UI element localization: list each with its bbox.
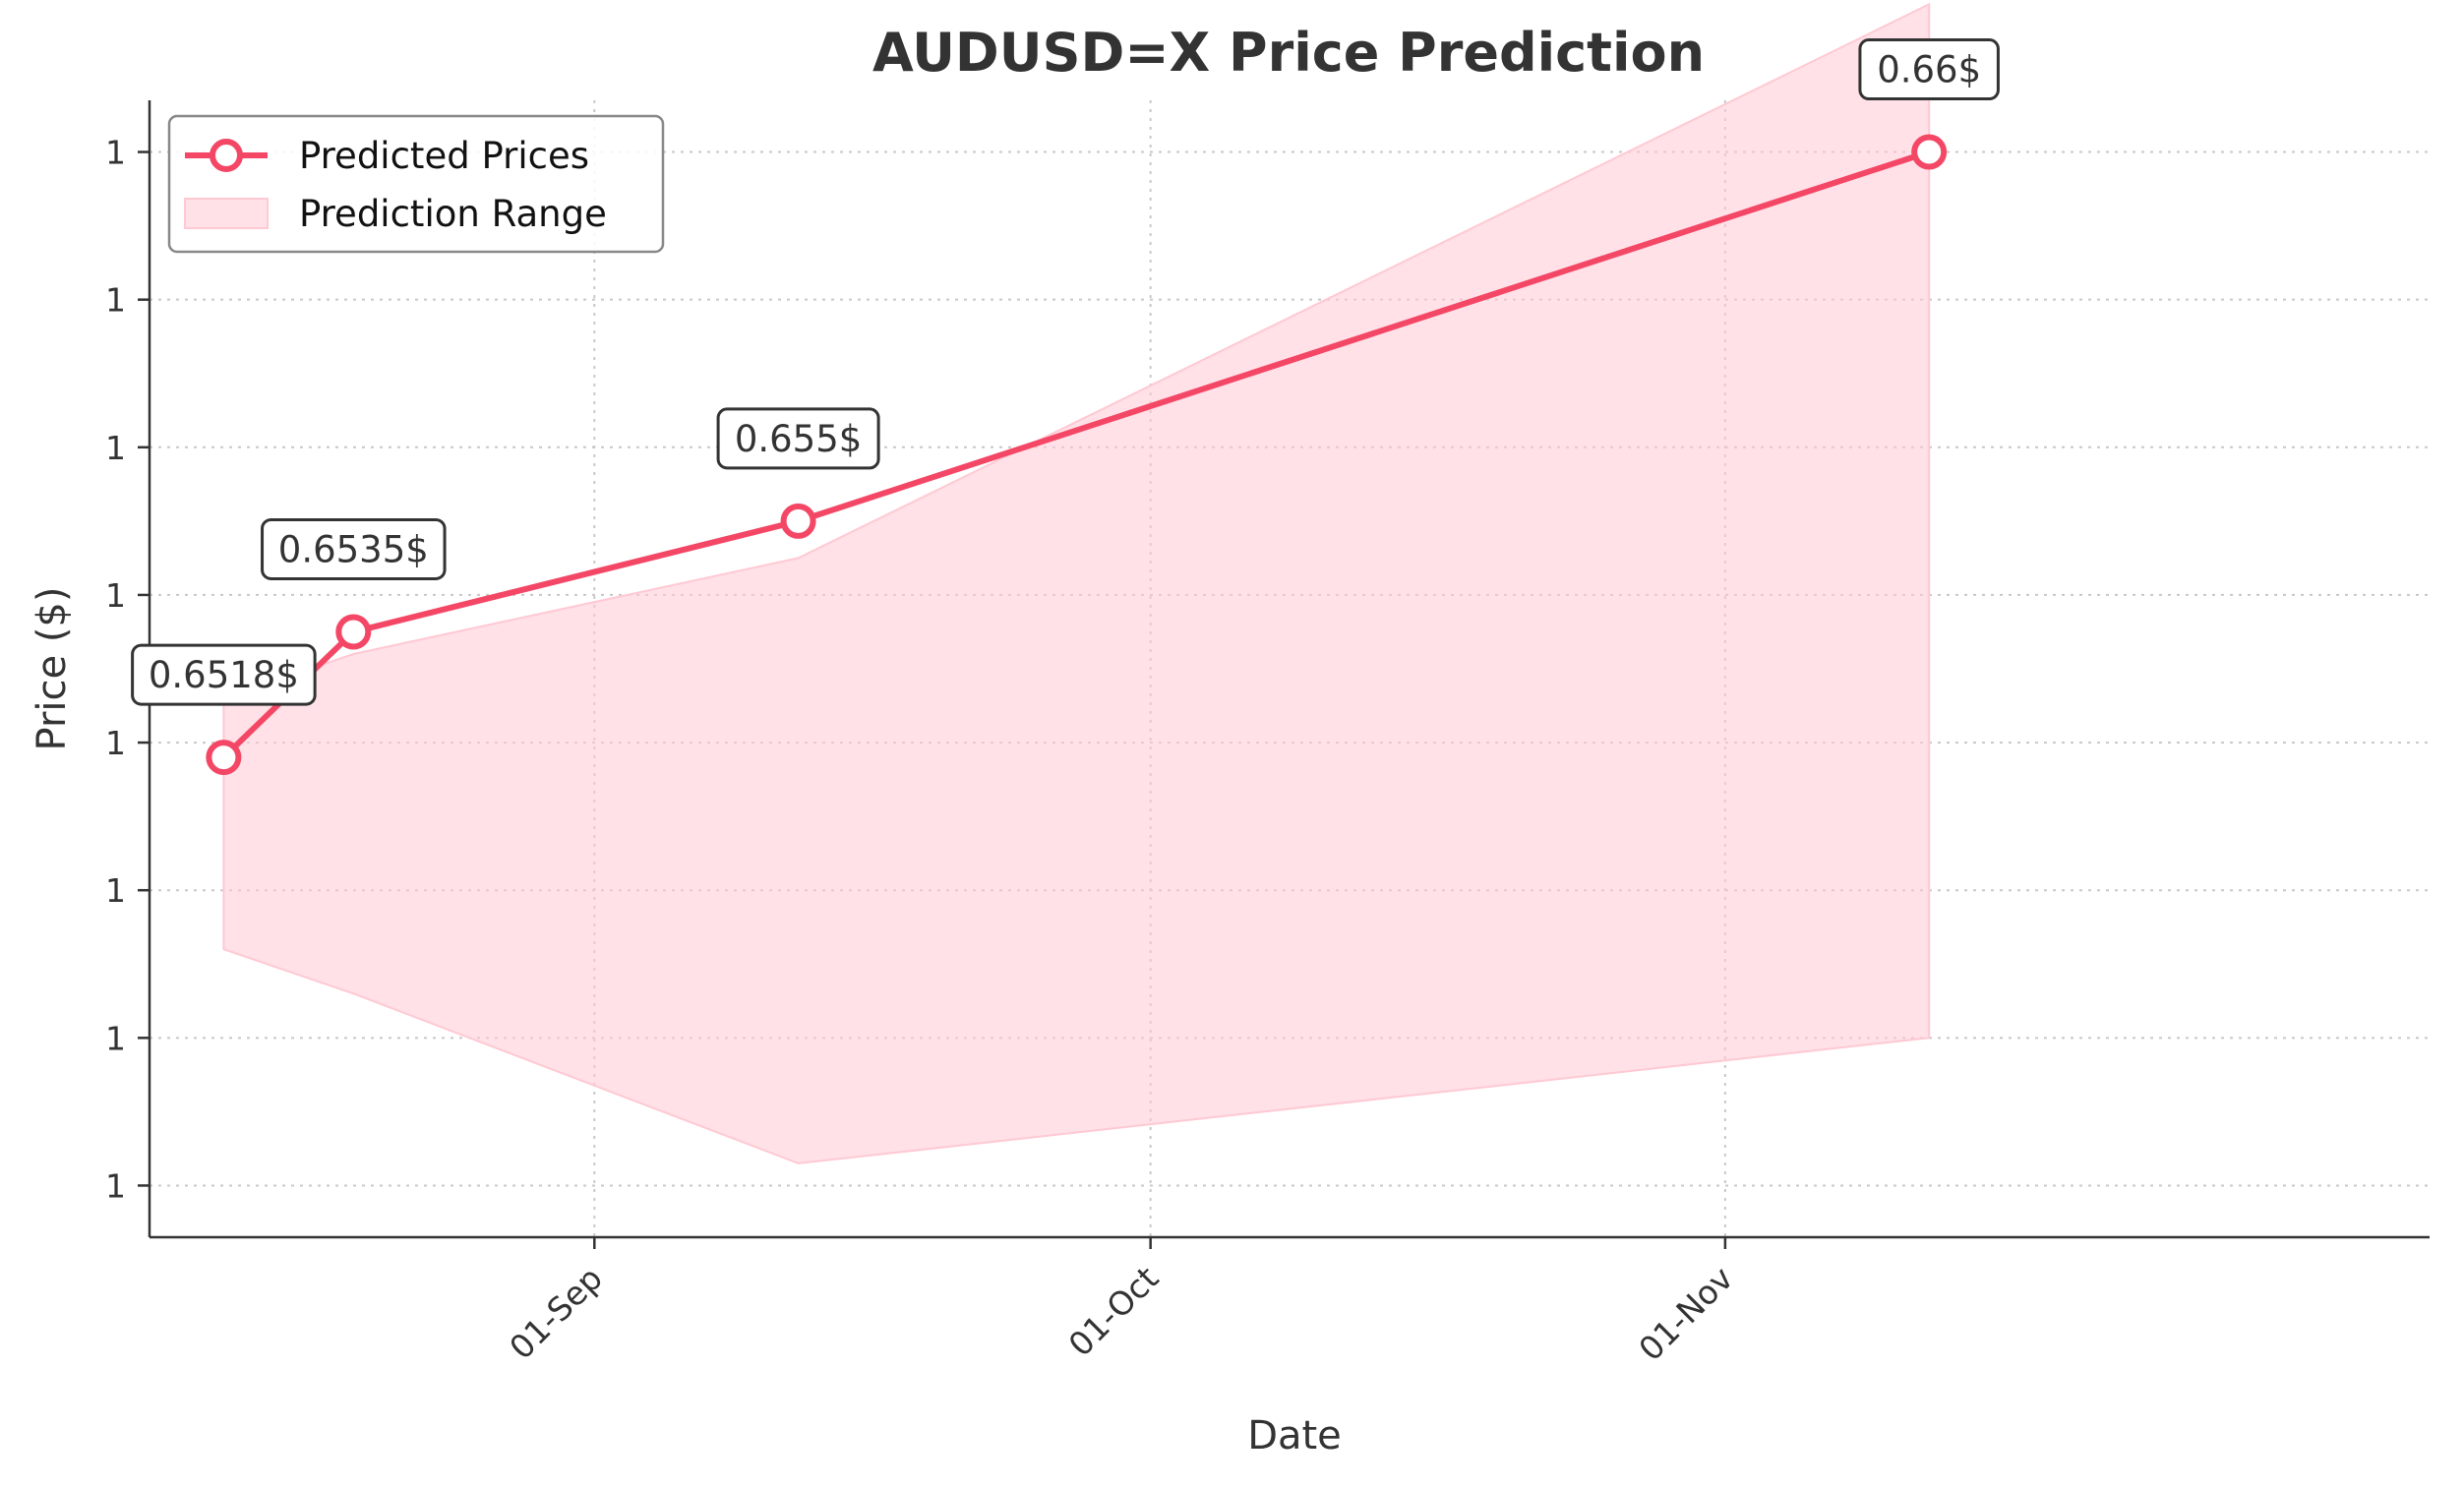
x-axis-label: Date — [1247, 1413, 1342, 1458]
price-annotation-box — [261, 517, 447, 580]
legend-marker-swatch — [210, 139, 243, 172]
price-annotation: 0.6518$ — [131, 643, 317, 706]
predicted-price-point — [335, 614, 372, 650]
legend-range-swatch — [184, 198, 269, 229]
legend: Predicted Prices Prediction Range — [167, 114, 665, 254]
chart-title: AUDUSD=X Price Prediction — [872, 22, 1705, 84]
predicted-price-point — [780, 503, 816, 539]
y-tick-label: 1 — [105, 576, 126, 615]
y-tick-label: 1 — [105, 281, 126, 320]
y-tick-label: 1 — [105, 1019, 126, 1057]
y-tick-label: 1 — [105, 724, 126, 762]
price-annotation-label: 0.655$ — [735, 418, 862, 460]
price-annotation: 0.655$ — [716, 407, 880, 470]
price-annotation: 0.66$ — [1858, 38, 2000, 101]
y-tick-label: 1 — [105, 134, 126, 172]
price-annotation: 0.6535$ — [261, 517, 447, 580]
data-labels: 0.6518$ 0.6535$ 0.655$ 0.66$ — [131, 38, 2000, 706]
price-annotation-label: 0.66$ — [1877, 49, 1981, 91]
y-tick-label: 1 — [105, 429, 126, 467]
y-axis-label: Price ($) — [30, 587, 75, 751]
predicted-price-point — [1911, 134, 1948, 170]
price-annotation-label: 0.6518$ — [149, 654, 299, 696]
y-tick-label: 1 — [105, 871, 126, 910]
price-annotation-box — [131, 643, 317, 706]
predicted-price-point — [206, 740, 242, 776]
price-annotation-label: 0.6535$ — [278, 528, 429, 570]
y-tick-label: 1 — [105, 1166, 126, 1205]
legend-label-predicted: Predicted Prices — [299, 135, 589, 177]
legend-label-range: Prediction Range — [299, 193, 607, 235]
legend-box — [167, 114, 665, 254]
price-annotation-box — [1858, 38, 2000, 101]
price-annotation-box — [716, 407, 880, 470]
